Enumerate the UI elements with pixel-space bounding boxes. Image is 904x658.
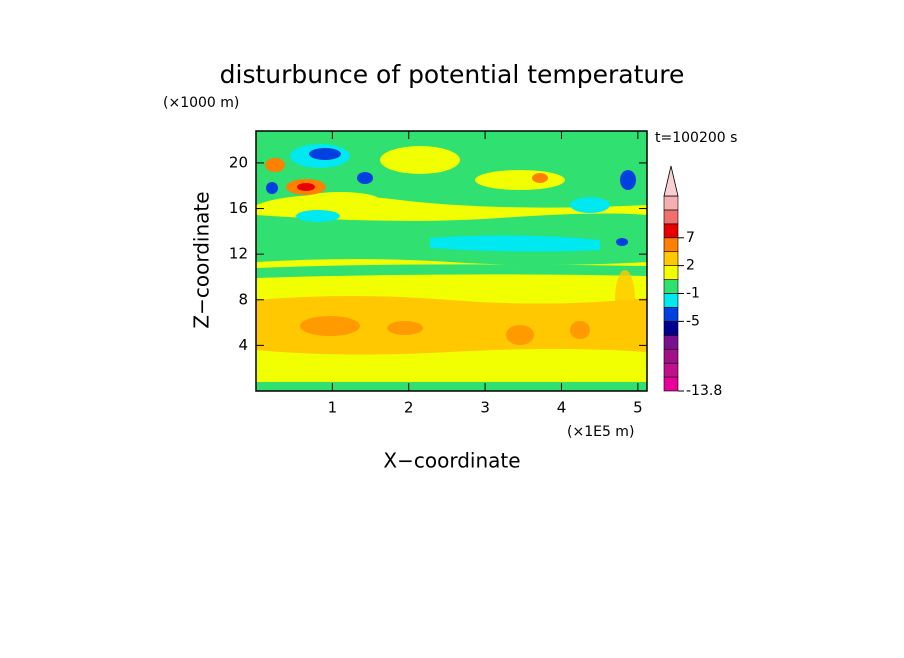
y-tick-label: 12	[229, 245, 248, 263]
colorbar-band	[663, 195, 679, 211]
colorbar-band	[663, 209, 679, 225]
contour-fill	[475, 170, 565, 190]
contour-fill	[297, 183, 315, 191]
colorbar-band	[663, 265, 679, 280]
contour-fill	[570, 197, 610, 213]
y-tick-label: 16	[229, 199, 248, 217]
contour-fill	[256, 382, 647, 391]
contour-fill	[430, 235, 600, 252]
colorbar-label: -5	[686, 313, 700, 329]
contour-fill	[380, 146, 460, 174]
x-tick-label: 5	[633, 399, 643, 417]
colorbar-band	[663, 376, 679, 392]
contour-fill	[296, 210, 340, 222]
contour-fill	[357, 172, 373, 184]
colorbar-band	[663, 307, 679, 322]
colorbar-label: 7	[686, 230, 695, 246]
contour-fill	[387, 321, 423, 335]
colorbar-band	[663, 279, 679, 294]
contour-field	[256, 131, 647, 391]
contour-fill	[256, 296, 647, 355]
y-unit: (×1000 m)	[163, 95, 239, 111]
contour-fill	[256, 264, 647, 278]
contour-fill	[620, 170, 636, 190]
contour-fill	[570, 321, 590, 339]
x-tick-label: 4	[557, 399, 567, 417]
x-tick-label: 2	[404, 399, 414, 417]
contour-fill	[615, 270, 635, 330]
colorbar-band	[663, 251, 679, 266]
y-tick-label: 8	[238, 290, 248, 308]
x-unit: (×1E5 m)	[567, 424, 634, 440]
x-tick-label: 1	[328, 399, 338, 417]
colorbar-band	[663, 237, 679, 253]
colorbar-band	[663, 348, 679, 364]
colorbar-label: -1	[686, 286, 700, 302]
colorbar-band	[663, 362, 679, 378]
colorbar-band	[663, 321, 679, 336]
chart-title: disturbunce of potential temperature	[220, 60, 685, 89]
colorbar-band	[663, 293, 679, 308]
contour-fill	[265, 158, 285, 172]
contour-fill	[300, 316, 360, 336]
contour-fill	[309, 148, 341, 160]
contour-fill	[300, 192, 380, 208]
colorbar-band	[663, 334, 679, 350]
y-tick-label: 4	[238, 336, 248, 354]
colorbar-band	[663, 223, 679, 239]
x-axis-label: X−coordinate	[383, 449, 520, 473]
colorbar-label: -13.8	[686, 383, 722, 399]
contour-fill	[506, 325, 534, 345]
contour-fill	[256, 131, 647, 208]
colorbar-extend	[663, 165, 679, 197]
x-tick-label: 3	[480, 399, 490, 417]
contour-fill	[616, 238, 628, 246]
contour-fill	[532, 173, 548, 183]
annotation: t=100200 s	[655, 130, 737, 146]
y-tick-label: 20	[229, 153, 248, 171]
contour-fill	[266, 182, 278, 194]
plot-frame	[255, 130, 648, 392]
colorbar-label: 2	[686, 258, 695, 274]
y-axis-label: Z−coordinate	[190, 191, 214, 328]
